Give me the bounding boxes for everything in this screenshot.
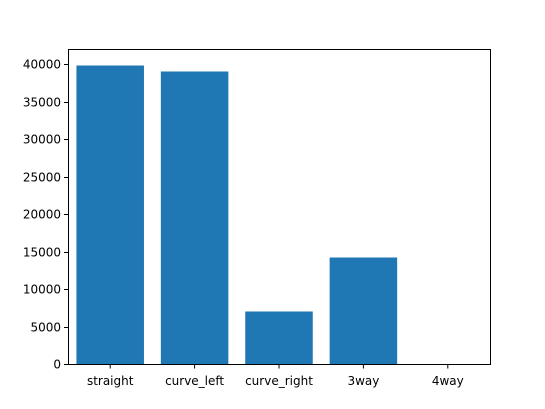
x-tick-label: 3way (347, 374, 379, 388)
bar-curve_left (160, 71, 229, 364)
y-tick-label: 20000 (23, 208, 61, 222)
x-tick-label: straight (87, 374, 134, 388)
x-tick-label: 4way (432, 374, 464, 388)
x-tick-label: curve_left (165, 374, 224, 388)
x-axis: straight curve_left curve_right 3way 4way (87, 364, 464, 388)
y-axis: 0 5000 10000 15000 20000 25000 30000 35000 40000 (23, 58, 69, 372)
y-tick-label: 5000 (30, 321, 61, 335)
y-tick-label: 35000 (23, 96, 61, 110)
x-tick-label: curve_right (245, 374, 313, 388)
y-tick-label: 15000 (23, 246, 61, 260)
bars-group (76, 65, 398, 364)
y-tick-label: 10000 (23, 283, 61, 297)
bar-3way (329, 257, 398, 364)
plot-frame (68, 49, 491, 365)
y-tick-label: 40000 (23, 58, 61, 72)
bar-curve_right (245, 311, 313, 364)
bar-straight (76, 65, 144, 364)
y-tick-label: 0 (53, 358, 61, 372)
y-tick-label: 30000 (23, 133, 61, 147)
y-tick-label: 25000 (23, 171, 61, 185)
